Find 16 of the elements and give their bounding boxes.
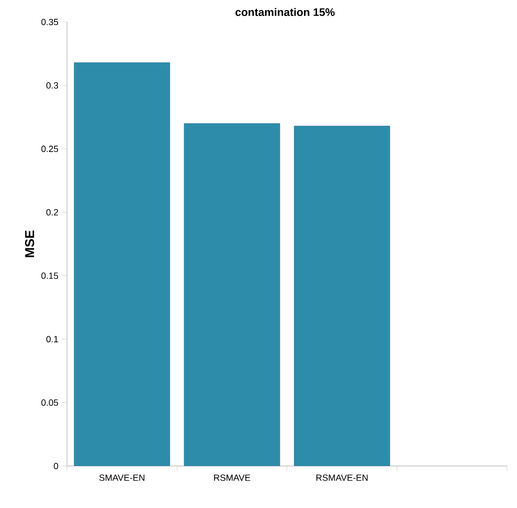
y-tick-label: 0.35 — [41, 18, 58, 26]
y-tick-label: 0.05 — [41, 399, 58, 406]
y-tick-label: 0.3 — [46, 82, 58, 89]
y-tick-label: 0.2 — [46, 209, 58, 216]
y-tick-label: 0.1 — [46, 336, 58, 342]
y-tick-label: 0 — [54, 462, 58, 470]
x-tick-label: RSMAVE — [214, 474, 250, 481]
y-tick-label: 0.15 — [41, 272, 58, 279]
x-tick-label: RSMAVE-EN — [316, 474, 368, 481]
y-tick-label: 0.25 — [41, 146, 58, 152]
x-tick-label: SMAVE-EN — [99, 474, 144, 481]
bar — [74, 62, 170, 466]
y-axis-title: MSE — [25, 230, 34, 258]
bar — [184, 123, 280, 466]
chart-title: contamination 15% — [235, 8, 335, 16]
bar — [294, 126, 390, 466]
